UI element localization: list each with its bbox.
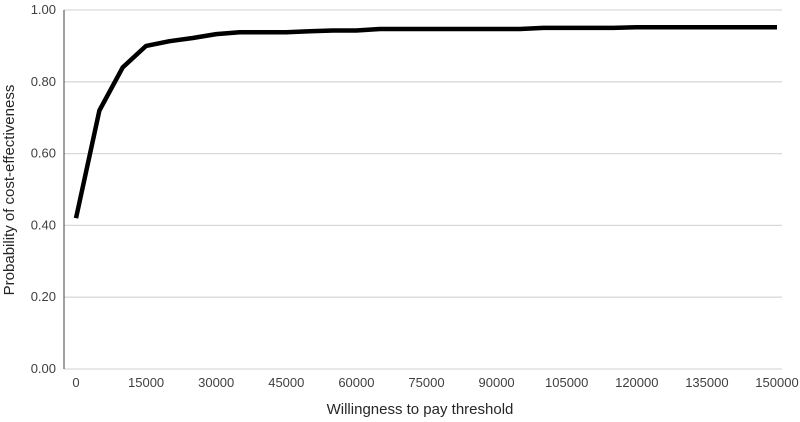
y-axis-label: Probability of cost-effectiveness <box>1 85 18 296</box>
y-tick-label: 0.00 <box>31 361 56 376</box>
x-tick-label: 135000 <box>685 375 728 390</box>
x-tick-label: 90000 <box>479 375 515 390</box>
y-tick-label: 0.60 <box>31 146 56 161</box>
y-tick-label: 0.20 <box>31 289 56 304</box>
x-tick-label: 45000 <box>268 375 304 390</box>
series-line <box>73 24 777 219</box>
x-tick-label: 0 <box>72 375 79 390</box>
x-axis-label: Willingness to pay threshold <box>327 401 514 418</box>
y-tick-label: 1.00 <box>31 2 56 17</box>
y-tick-label: 0.40 <box>31 217 56 232</box>
x-tick-label: 120000 <box>615 375 658 390</box>
x-tick-label: 15000 <box>128 375 164 390</box>
x-tick-label: 150000 <box>755 375 798 390</box>
x-tick-label: 75000 <box>408 375 444 390</box>
x-tick-label: 30000 <box>198 375 234 390</box>
y-tick-label: 0.80 <box>31 74 56 89</box>
x-tick-label: 105000 <box>545 375 588 390</box>
x-tick-label: 60000 <box>338 375 374 390</box>
